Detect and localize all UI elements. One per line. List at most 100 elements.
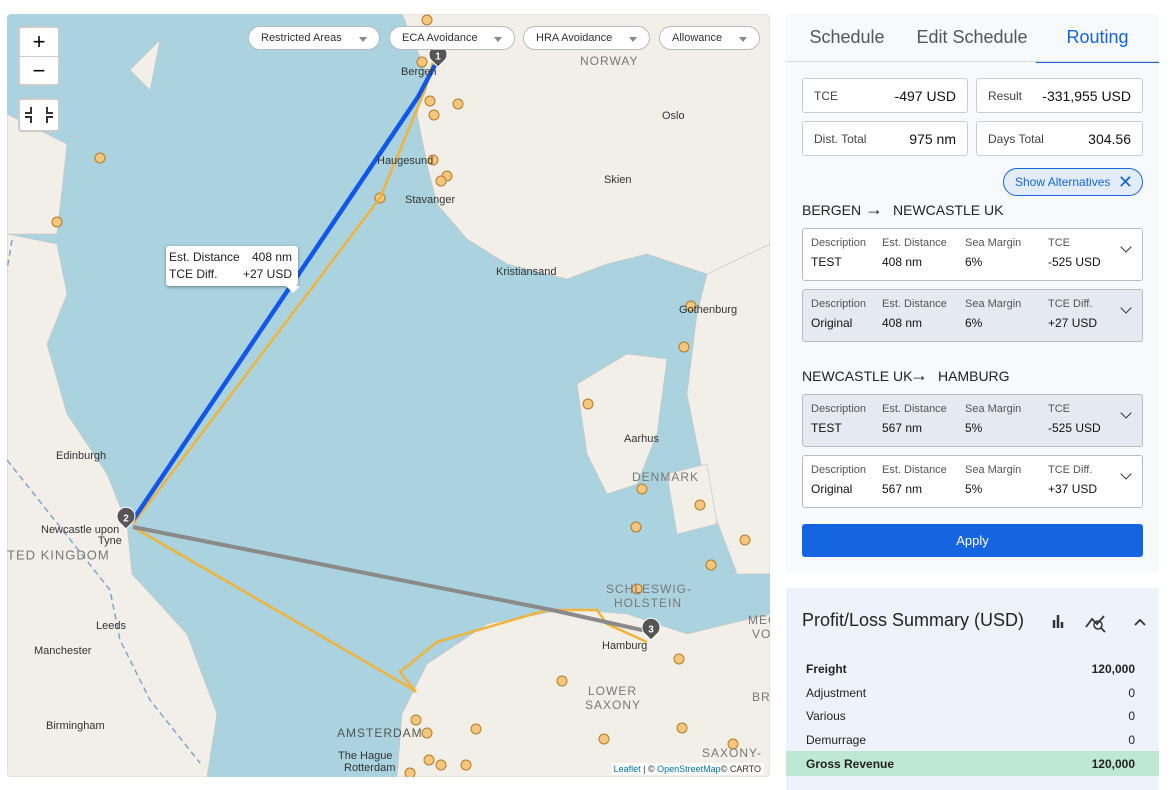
route-marker[interactable]: 3 (641, 617, 661, 641)
expand-icon[interactable] (1120, 468, 1132, 480)
filter-dropdown[interactable]: ECA Avoidance (389, 26, 515, 50)
filter-dropdown[interactable]: Restricted Areas (248, 26, 380, 50)
map-label: Oslo (662, 110, 685, 122)
route-option[interactable]: Description TEST Est. Distance 567 nm Sea Ma… (802, 394, 1143, 447)
arrow-icon: → (865, 199, 883, 219)
tab[interactable]: Edit Schedule (916, 27, 1028, 47)
attribution-text: | © (643, 764, 655, 774)
map-label: Rotterdam (344, 762, 395, 774)
cell-label: Sea Margin (965, 237, 1022, 249)
map-label: SAXONY (585, 698, 641, 712)
map-label: SCHLESWIG- (606, 582, 692, 596)
option-cell: Description Original (811, 464, 866, 496)
map-label: Aarhus (624, 433, 659, 445)
cell-value: 6% (965, 316, 983, 330)
zoom-in[interactable]: + (20, 28, 58, 57)
fullscreen-button[interactable] (18, 98, 60, 132)
attribution-text: © CARTO (720, 764, 761, 774)
map-label: BR (752, 690, 770, 704)
leg-to: HAMBURG (938, 368, 1010, 384)
cell-value: +27 USD (1048, 316, 1098, 330)
option-cell: Description TEST (811, 403, 866, 435)
zoom-out[interactable]: − (32, 58, 46, 83)
cell-label: Est. Distance (882, 403, 947, 415)
map-label: Edinburgh (56, 450, 106, 462)
cell-label: Description (811, 298, 867, 310)
cell-label: Description (811, 464, 867, 476)
cell-value: TEST (811, 421, 842, 435)
map-label: VORPO (752, 627, 770, 641)
cell-label: Description (811, 403, 867, 415)
summary-field: TCE -497 USD (802, 78, 968, 113)
filter-dropdown[interactable]: Allowance (659, 26, 760, 50)
cell-value: 5% (965, 482, 983, 496)
pl-value: 0 (1128, 732, 1135, 747)
field-label: Dist. Total (814, 132, 867, 146)
cell-label: TCE Diff. (1048, 464, 1093, 476)
map-label: Tyne (98, 535, 122, 547)
route-option[interactable]: Description TEST Est. Distance 408 nm Sea Ma… (802, 228, 1143, 281)
total-row-bg (786, 751, 1159, 777)
cell-label: Sea Margin (965, 298, 1022, 310)
tooltip-label: Est. Distance (169, 250, 240, 264)
marker-label: 3 (648, 625, 654, 636)
attribution-link[interactable]: OpenStreetMap (657, 764, 721, 774)
cell-label: Sea Margin (965, 403, 1022, 415)
option-cell: TCE -525 USD (1048, 237, 1101, 269)
pl-value: 0 (1128, 709, 1135, 724)
field-label: Result (988, 89, 1023, 103)
option-cell: Sea Margin 6% (965, 237, 1021, 269)
leg-to: NEWCASTLE UK (893, 202, 1004, 218)
expand-icon[interactable] (1120, 407, 1132, 419)
summary-field: Result -331,955 USD (976, 78, 1143, 113)
cell-value: Original (811, 316, 853, 330)
option-cell: Est. Distance 408 nm (882, 237, 947, 269)
route-option[interactable]: Description Original Est. Distance 408 nm Se… (802, 289, 1143, 342)
pl-label: Freight (806, 662, 847, 676)
cell-label: TCE (1048, 237, 1070, 249)
arrow-icon: → (910, 365, 928, 385)
summary-field: Days Total 304.56 (976, 121, 1143, 156)
tooltip-arrow (286, 286, 300, 300)
tab-divider (786, 61, 1159, 62)
tab[interactable]: Schedule (809, 27, 885, 47)
cell-value: 567 nm (882, 482, 923, 496)
cell-label: Description (811, 237, 867, 249)
cell-label: TCE (1048, 403, 1070, 415)
routing-panel: Schedule Edit Schedule Routing TCE -497 USD R… (786, 14, 1159, 572)
pl-label: Various (806, 709, 846, 724)
marker-label: 1 (435, 52, 441, 63)
map-label: TED KINGDOM (7, 547, 110, 562)
route-option[interactable]: Description Original Est. Distance 567 nm Se… (802, 455, 1143, 508)
tooltip: Est. Distance 408 nm TCE Diff. +27 USD (166, 246, 300, 293)
profit-loss-card: Profit/Loss Summary (USD) Freight 120,000 A… (786, 588, 1159, 790)
fullscreen-icon (25, 107, 53, 123)
tab[interactable]: Routing (1036, 14, 1159, 63)
expand-icon[interactable] (1120, 302, 1132, 314)
cell-label: TCE Diff. (1048, 298, 1093, 310)
apply-button[interactable]: Apply (802, 524, 1143, 557)
cell-value: 408 nm (882, 316, 923, 330)
cell-value: 6% (965, 255, 983, 269)
route-marker[interactable]: 2 (116, 506, 136, 530)
filter-dropdown[interactable]: HRA Avoidance (523, 26, 650, 50)
map-label: Manchester (34, 645, 92, 657)
cell-value: -525 USD (1048, 421, 1101, 435)
map-label: Gothenburg (679, 304, 737, 316)
show-alternatives-button[interactable]: Show Alternatives ✕ (1003, 168, 1143, 196)
cell-label: Est. Distance (882, 298, 947, 310)
map-label: Bergen (401, 66, 436, 78)
expand-icon[interactable] (1120, 241, 1132, 253)
option-cell: TCE -525 USD (1048, 403, 1101, 435)
leg-from: BERGEN (802, 202, 862, 218)
map[interactable]: 1 2 3 NORWAY Bergen Oslo Haugesund Skien S… (7, 14, 770, 777)
pl-label: Gross Revenue (806, 757, 895, 772)
cell-label: Est. Distance (882, 464, 947, 476)
option-cell: TCE Diff. +27 USD (1048, 298, 1097, 330)
pl-label: Adjustment (806, 685, 867, 700)
cell-label: Sea Margin (965, 464, 1022, 476)
attribution-link[interactable]: Leaflet (613, 764, 641, 774)
map-label: DENMARK (632, 470, 699, 484)
tooltip-value: 408 nm (251, 250, 292, 264)
